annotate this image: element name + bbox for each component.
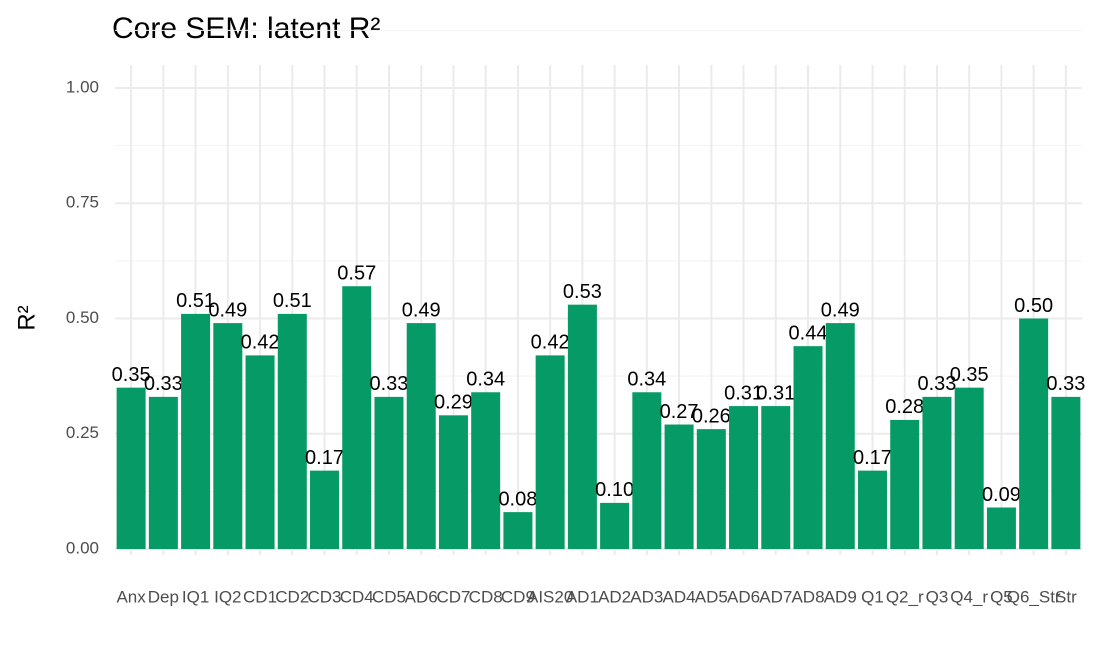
x-tick-label: Dep [148, 587, 179, 606]
x-tick-label: CD8 [469, 587, 503, 606]
value-label: 0.17 [853, 447, 892, 469]
value-label: 0.29 [434, 392, 473, 414]
x-tick-label: AD3 [630, 587, 663, 606]
value-label: 0.53 [563, 281, 602, 303]
value-label: 0.42 [531, 332, 570, 354]
y-tick-label: 0.50 [66, 308, 99, 327]
value-label: 0.44 [789, 322, 828, 344]
x-tick-label: Q2_r [886, 587, 924, 606]
bar [890, 419, 920, 549]
value-label: 0.35 [112, 364, 151, 386]
value-label: 0.31 [756, 382, 795, 404]
bar [181, 313, 211, 549]
x-tick-label: CD7 [436, 587, 470, 606]
bar [406, 323, 436, 549]
bar [277, 313, 307, 549]
bar [1019, 318, 1049, 549]
value-label: 0.33 [144, 373, 183, 395]
value-label: 0.50 [1014, 295, 1053, 317]
value-label: 0.08 [498, 488, 537, 510]
bar [310, 470, 340, 549]
x-tick-label: Str [1055, 587, 1077, 606]
bar [374, 396, 404, 549]
x-tick-label: Anx [116, 587, 146, 606]
x-tick-label: IQ2 [214, 587, 241, 606]
value-label: 0.57 [337, 263, 376, 285]
value-label: 0.17 [305, 447, 344, 469]
bar [148, 396, 178, 549]
x-tick-label: AD4 [663, 587, 696, 606]
bar [342, 286, 372, 549]
bar [600, 502, 630, 549]
value-label: 0.28 [885, 396, 924, 418]
y-tick-label: 0.25 [66, 423, 99, 442]
x-tick-label: Q1 [861, 587, 884, 606]
x-tick-label: AIS20 [527, 587, 573, 606]
value-label: 0.10 [595, 479, 634, 501]
x-tick-label: AD6 [727, 587, 760, 606]
value-label: 0.49 [402, 299, 441, 321]
x-tick-label: CD2 [275, 587, 309, 606]
y-tick-label: 0.00 [66, 538, 99, 557]
bar [664, 424, 694, 549]
value-label: 0.34 [466, 369, 505, 391]
y-tick-label: 0.75 [66, 193, 99, 212]
value-label: 0.42 [241, 332, 280, 354]
value-label: 0.35 [950, 364, 989, 386]
x-tick-label: CD4 [340, 587, 374, 606]
value-label: 0.51 [273, 290, 312, 312]
chart-title: Core SEM: latent R² [112, 12, 380, 45]
y-tick-label: 1.00 [66, 77, 99, 96]
x-tick-label: Q5 [990, 587, 1013, 606]
x-tick-label: AD9 [824, 587, 857, 606]
bar [213, 323, 243, 549]
bar [954, 387, 984, 549]
x-tick-label: CD5 [372, 587, 406, 606]
bar [116, 387, 146, 549]
value-label: 0.34 [627, 369, 666, 391]
x-tick-label: IQ1 [182, 587, 209, 606]
x-tick-label: AD2 [598, 587, 631, 606]
bar [632, 392, 662, 549]
bar [438, 415, 468, 549]
bar [1051, 396, 1081, 549]
x-tick-label: Q4_r [950, 587, 988, 606]
bar [535, 355, 565, 549]
value-label: 0.33 [370, 373, 409, 395]
bar [471, 392, 501, 549]
x-tick-label: AD1 [566, 587, 599, 606]
x-tick-label: Q6_Str [1007, 587, 1061, 606]
bar [245, 355, 275, 549]
x-tick-label: AD8 [791, 587, 824, 606]
bar [922, 396, 952, 549]
y-axis-label: R² [13, 305, 40, 330]
value-label: 0.33 [917, 373, 956, 395]
value-label: 0.51 [176, 290, 215, 312]
bar [761, 406, 791, 549]
x-tick-label: AD7 [759, 587, 792, 606]
bar [567, 304, 597, 549]
x-tick-label: AD5 [695, 587, 728, 606]
value-label: 0.27 [660, 401, 699, 423]
bar [503, 512, 533, 549]
bar [825, 323, 855, 549]
value-label: 0.31 [724, 382, 763, 404]
x-tick-label: CD1 [243, 587, 277, 606]
bar [793, 346, 823, 549]
bar [696, 429, 726, 549]
bar [857, 470, 887, 549]
x-tick-label: AD6 [405, 587, 438, 606]
x-tick-label: Q3 [926, 587, 949, 606]
value-label: 0.26 [692, 405, 731, 427]
value-label: 0.09 [982, 484, 1021, 506]
value-label: 0.33 [1046, 373, 1085, 395]
value-label: 0.49 [208, 299, 247, 321]
value-label: 0.49 [821, 299, 860, 321]
bar [729, 406, 759, 549]
bar [986, 507, 1016, 549]
x-tick-label: CD9 [501, 587, 535, 606]
x-tick-label: CD3 [308, 587, 342, 606]
